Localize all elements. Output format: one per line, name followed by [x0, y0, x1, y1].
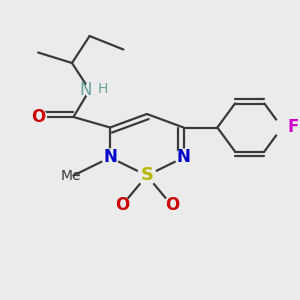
Circle shape [176, 149, 192, 166]
Text: O: O [31, 108, 45, 126]
Text: N: N [177, 148, 190, 166]
Circle shape [114, 197, 130, 214]
Text: F: F [287, 118, 299, 136]
Text: S: S [140, 167, 153, 184]
Text: H: H [98, 82, 108, 96]
Text: O: O [115, 196, 129, 214]
Text: N: N [80, 81, 92, 99]
Circle shape [137, 166, 156, 185]
Text: Me: Me [60, 169, 81, 182]
Text: O: O [165, 196, 179, 214]
Text: N: N [103, 148, 117, 166]
Circle shape [85, 81, 103, 99]
Circle shape [30, 109, 46, 125]
Circle shape [164, 197, 180, 214]
Circle shape [274, 119, 290, 136]
Circle shape [102, 149, 119, 166]
